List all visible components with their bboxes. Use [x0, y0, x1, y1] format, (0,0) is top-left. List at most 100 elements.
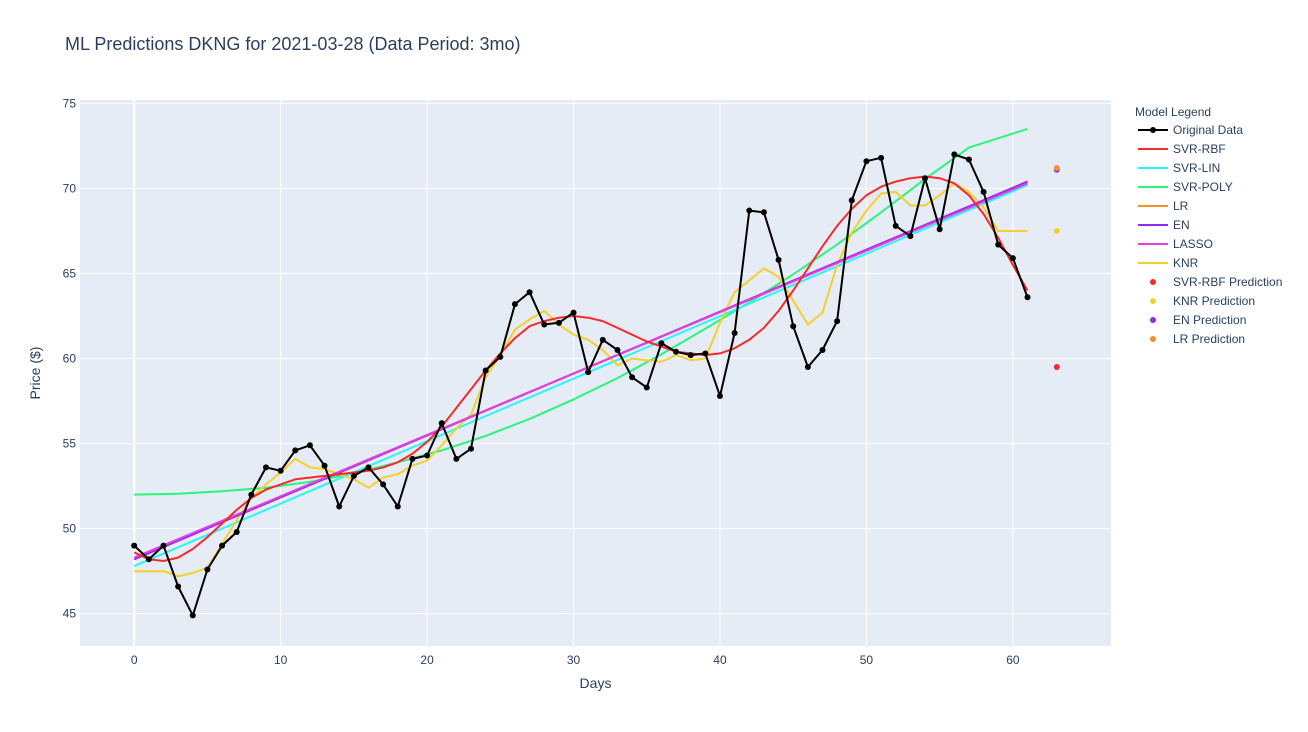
- legend-item-original-data[interactable]: Original Data: [1138, 123, 1243, 137]
- legend-label: SVR-RBF: [1173, 142, 1226, 156]
- legend-label: SVR-LIN: [1173, 161, 1220, 175]
- legend-item-en[interactable]: EN: [1138, 218, 1190, 232]
- y-tick-label: 60: [63, 352, 77, 366]
- data-point: [248, 491, 255, 498]
- data-point: [511, 301, 518, 308]
- y-tick-label: 55: [63, 437, 77, 451]
- data-point: [936, 226, 943, 233]
- data-point: [453, 455, 460, 462]
- legend-items: Original Data SVR-RBF SVR-LIN SVR-POLY LR EN L…: [1138, 123, 1282, 346]
- data-point: [482, 367, 489, 374]
- data-point: [424, 452, 431, 459]
- data-point: [790, 323, 797, 330]
- legend-marker: [1150, 298, 1156, 304]
- data-point: [878, 154, 885, 161]
- prediction-point-knr-prediction: [1053, 227, 1060, 234]
- data-point: [731, 330, 738, 337]
- x-tick-label: 50: [860, 653, 874, 667]
- x-axis-ticks: 0 10 20 30 40 50 60: [131, 653, 1020, 667]
- y-tick-label: 65: [63, 266, 77, 280]
- data-point: [204, 566, 211, 573]
- data-point: [658, 340, 665, 347]
- data-point: [145, 556, 152, 563]
- data-point: [409, 455, 416, 462]
- data-point: [189, 612, 196, 619]
- data-point: [614, 347, 621, 354]
- data-point: [1024, 294, 1031, 301]
- data-point: [995, 241, 1002, 248]
- series-layer: [131, 127, 1031, 619]
- data-point: [233, 529, 240, 536]
- data-point: [702, 350, 709, 357]
- data-point: [599, 336, 606, 343]
- data-point: [716, 392, 723, 399]
- legend-item-knr-prediction[interactable]: KNR Prediction: [1150, 294, 1255, 308]
- legend-title: Model Legend: [1135, 105, 1211, 119]
- y-tick-label: 75: [63, 96, 77, 110]
- data-point: [292, 447, 299, 454]
- legend-item-lasso[interactable]: LASSO: [1138, 237, 1213, 251]
- series-line-svr-lin: [133, 184, 1028, 568]
- y-axis-ticks: 45 50 55 60 65 70 75: [63, 96, 77, 620]
- data-point: [746, 207, 753, 214]
- data-point: [497, 353, 504, 360]
- data-point: [673, 348, 680, 355]
- prediction-layer: [1053, 165, 1060, 371]
- legend-label: Original Data: [1173, 123, 1243, 137]
- x-tick-label: 0: [131, 653, 138, 667]
- data-point: [175, 583, 182, 590]
- data-point: [541, 321, 548, 328]
- legend-label: SVR-POLY: [1173, 180, 1233, 194]
- series-line-svr-rbf: [133, 175, 1029, 562]
- legend-item-knr[interactable]: KNR: [1138, 256, 1199, 270]
- data-point: [131, 542, 138, 549]
- series-line-svr-poly: [134, 127, 1028, 496]
- legend-label: SVR-RBF Prediction: [1173, 275, 1282, 289]
- x-tick-label: 10: [274, 653, 288, 667]
- data-point: [219, 542, 226, 549]
- data-point: [555, 319, 562, 326]
- legend-item-lr[interactable]: LR: [1138, 199, 1189, 213]
- data-point: [760, 209, 767, 216]
- data-point: [526, 289, 533, 296]
- x-tick-label: 20: [420, 653, 434, 667]
- data-point: [848, 197, 855, 204]
- prediction-point-lr-prediction: [1053, 165, 1060, 172]
- legend-marker: [1150, 279, 1156, 285]
- legend-item-svr-lin[interactable]: SVR-LIN: [1138, 161, 1220, 175]
- legend-item-lr-prediction[interactable]: LR Prediction: [1150, 332, 1245, 346]
- data-point: [892, 222, 899, 229]
- data-point: [863, 158, 870, 165]
- data-point: [804, 364, 811, 371]
- legend-item-svr-rbf-prediction[interactable]: SVR-RBF Prediction: [1150, 275, 1282, 289]
- data-point: [570, 309, 577, 316]
- legend-label: KNR Prediction: [1173, 294, 1255, 308]
- data-point: [350, 472, 357, 479]
- series-line-lasso: [133, 182, 1028, 559]
- x-axis-title: Days: [580, 675, 612, 691]
- data-point: [775, 256, 782, 263]
- grid-lines: [80, 100, 1111, 646]
- data-point: [1009, 255, 1016, 262]
- plot-area: [80, 100, 1111, 646]
- legend-item-svr-poly[interactable]: SVR-POLY: [1138, 180, 1233, 194]
- data-point: [687, 352, 694, 359]
- x-tick-label: 40: [713, 653, 727, 667]
- data-point: [365, 464, 372, 471]
- data-point: [585, 369, 592, 376]
- data-point: [438, 420, 445, 427]
- legend-marker: [1150, 127, 1156, 133]
- data-point: [306, 442, 313, 449]
- y-tick-label: 50: [63, 522, 77, 536]
- x-tick-label: 30: [567, 653, 581, 667]
- prediction-point-svr-rbf-prediction: [1053, 364, 1060, 371]
- data-point: [262, 464, 269, 471]
- data-point: [336, 503, 343, 510]
- legend-item-svr-rbf[interactable]: SVR-RBF: [1138, 142, 1226, 156]
- data-point: [321, 462, 328, 469]
- legend-item-en-prediction[interactable]: EN Prediction: [1150, 313, 1246, 327]
- data-point: [629, 374, 636, 381]
- legend-marker: [1150, 317, 1156, 323]
